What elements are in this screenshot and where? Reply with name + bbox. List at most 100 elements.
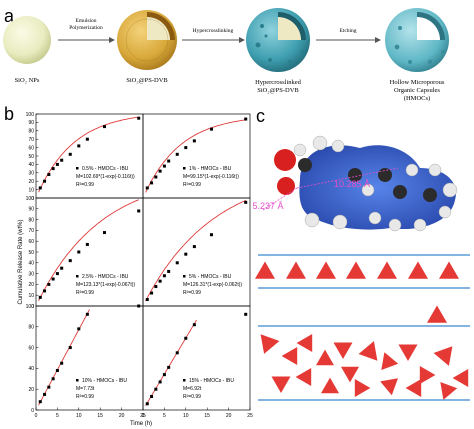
drug-molecule-triangle bbox=[405, 379, 422, 397]
fit-equation: M=99.15*(1-exp(-0.116t)) bbox=[183, 174, 239, 180]
step-label-4: Hollow Microporous Organic Capsules (HMOCs… bbox=[390, 79, 445, 102]
y-tick-label: 40 bbox=[28, 261, 34, 267]
panel-b: b Cumulative Release Rate (wt%) Time (h)… bbox=[4, 104, 253, 427]
r-squared: R²=0.99 bbox=[76, 290, 94, 296]
data-point bbox=[68, 259, 72, 263]
hydrogen-atom bbox=[293, 143, 307, 157]
legend-label: 1% - HMOCs - IBU bbox=[189, 166, 232, 172]
step-label-1: SiO₂ NPs bbox=[15, 77, 40, 84]
drug-molecule-triangle bbox=[333, 342, 353, 359]
data-point bbox=[102, 231, 106, 235]
hydrogen-atom bbox=[361, 183, 375, 197]
oxygen-atom bbox=[277, 177, 295, 195]
fit-equation: M=6.92t bbox=[183, 386, 202, 392]
data-point bbox=[209, 233, 213, 237]
data-point bbox=[43, 289, 47, 293]
fit-curve bbox=[38, 116, 139, 193]
data-point bbox=[167, 269, 171, 273]
data-point bbox=[145, 298, 149, 302]
data-point bbox=[55, 162, 59, 166]
data-point bbox=[145, 186, 149, 190]
data-point bbox=[192, 245, 196, 249]
y-tick-label: 70 bbox=[28, 137, 34, 143]
legend-label: 0.5% - HMOCs - IBU bbox=[82, 166, 129, 172]
data-point bbox=[244, 312, 248, 316]
data-point bbox=[167, 159, 171, 163]
drug-molecule-triangle bbox=[286, 261, 306, 279]
panel-a-letter: a bbox=[4, 6, 15, 26]
legend-marker bbox=[76, 379, 79, 382]
fit-curve bbox=[38, 309, 90, 406]
drug-molecule-triangle bbox=[316, 349, 334, 366]
data-point bbox=[43, 179, 47, 183]
carbon-atom bbox=[378, 168, 392, 182]
y-tick-label: 30 bbox=[28, 271, 34, 277]
arrow-label-1: Emulsion Polymerization bbox=[69, 18, 103, 31]
r-squared: R²=0.99 bbox=[183, 394, 201, 400]
panel-b-letter: b bbox=[4, 104, 14, 124]
y-tick-label: 10 bbox=[28, 187, 34, 193]
y-tick-label: 0 bbox=[31, 196, 34, 202]
drug-molecule-triangle bbox=[408, 261, 428, 279]
drug-molecule-triangle bbox=[281, 347, 298, 365]
carbon-atom bbox=[393, 185, 407, 199]
panel-c-letter: c bbox=[256, 106, 265, 126]
fit-curve bbox=[38, 199, 139, 301]
x-tick-label: 20 bbox=[119, 413, 125, 419]
data-point bbox=[154, 387, 158, 391]
hydrogen-atom bbox=[368, 211, 382, 225]
drug-molecule-triangle bbox=[427, 305, 447, 323]
data-point bbox=[158, 380, 162, 384]
data-point bbox=[43, 392, 47, 396]
drug-molecule-triangle bbox=[316, 261, 336, 279]
data-point bbox=[184, 252, 188, 256]
legend-label: 10% - HMOCs - IBU bbox=[82, 378, 127, 384]
silica-nanoparticle bbox=[3, 16, 51, 64]
r-squared: R²=0.99 bbox=[183, 182, 201, 188]
y-tick-label: 50 bbox=[28, 154, 34, 160]
y-tick-label: 90 bbox=[28, 207, 34, 213]
step-label-3: Hypercrosslinked SiO₂@PS-DVB bbox=[255, 79, 302, 94]
y-tick-label: 20 bbox=[28, 282, 34, 288]
data-point bbox=[38, 295, 42, 299]
data-point bbox=[158, 169, 162, 173]
data-point bbox=[77, 250, 81, 254]
data-point bbox=[209, 127, 213, 131]
panel-c: c 10.285 Å 5.237 bbox=[252, 106, 470, 401]
drug-molecule-triangle bbox=[260, 334, 280, 354]
y-tick-label: 20 bbox=[28, 179, 34, 185]
drug-molecule-triangle bbox=[295, 368, 312, 386]
data-point bbox=[38, 186, 42, 190]
dimension-long-label: 10.285 Å bbox=[334, 179, 370, 189]
data-point bbox=[51, 167, 55, 171]
drug-molecule-triangle bbox=[341, 366, 359, 383]
hollow-capsule bbox=[385, 8, 449, 72]
fit-equation: M=126.31*(1-exp(-0.062t)) bbox=[183, 282, 242, 288]
data-point bbox=[150, 394, 154, 398]
y-tick-label: 0 bbox=[31, 408, 34, 414]
hydrogen-atom bbox=[428, 163, 442, 177]
r-squared: R²=0.99 bbox=[183, 290, 201, 296]
carbon-atom bbox=[348, 168, 362, 182]
data-point bbox=[51, 377, 55, 381]
arrow-label-3: Etching bbox=[339, 28, 356, 34]
drug-molecule-triangle bbox=[354, 379, 371, 397]
data-point bbox=[154, 285, 158, 289]
y-tick-label: 30 bbox=[28, 171, 34, 177]
data-point bbox=[47, 172, 51, 176]
y-tick-label: 90 bbox=[28, 120, 34, 126]
data-point bbox=[175, 261, 179, 265]
data-point bbox=[145, 402, 149, 406]
data-point bbox=[55, 368, 59, 372]
data-point bbox=[85, 242, 89, 246]
x-tick-label: 0 bbox=[142, 413, 145, 419]
legend-marker bbox=[76, 275, 79, 278]
y-tick-label: 50 bbox=[28, 250, 34, 256]
carbon-atom bbox=[423, 188, 437, 202]
y-tick-label: 100 bbox=[26, 112, 35, 118]
data-point bbox=[68, 346, 72, 350]
hypercrosslinked-sphere bbox=[246, 8, 310, 72]
x-tick-label: 25 bbox=[247, 413, 253, 419]
x-tick-label: 15 bbox=[97, 413, 103, 419]
